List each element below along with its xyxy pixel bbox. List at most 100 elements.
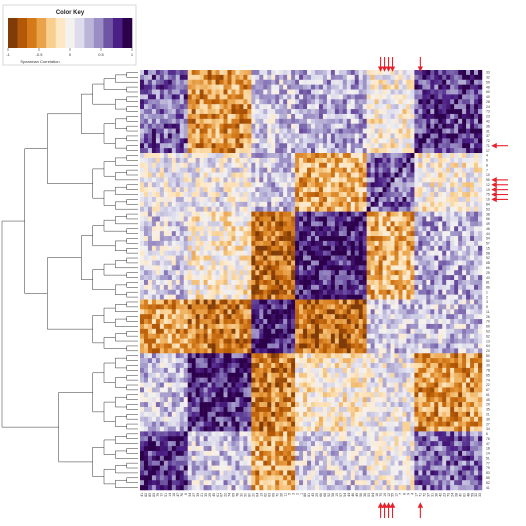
heatmap-cell (434, 289, 439, 295)
heatmap-cell (374, 231, 379, 237)
heatmap-cell (299, 192, 304, 198)
heatmap-cell (362, 177, 367, 183)
heatmap-cell (179, 177, 184, 183)
heatmap-cell (147, 153, 153, 159)
heatmap-cell (191, 74, 196, 81)
heatmap-cell (155, 231, 161, 237)
heatmap-cell (406, 323, 411, 330)
heatmap-cell (143, 245, 149, 251)
heatmap-cell (330, 323, 336, 330)
heatmap-cell (362, 138, 367, 144)
heatmap-cell (454, 294, 459, 300)
heatmap-cell (251, 309, 256, 315)
heatmap-cell (291, 187, 296, 193)
heatmap-cell (382, 99, 387, 105)
heatmap-cell (155, 162, 161, 168)
heatmap-cell (426, 74, 431, 81)
heatmap-cell (474, 265, 479, 271)
heatmap-cell (155, 123, 161, 129)
heatmap-cell (299, 182, 304, 188)
heatmap-cell (414, 280, 419, 286)
heatmap-cell (410, 323, 415, 330)
heatmap-cell (307, 153, 312, 159)
heatmap-cell (374, 143, 379, 149)
heatmap-cell (171, 294, 177, 300)
heatmap-cell (446, 323, 451, 330)
heatmap-cell (446, 74, 451, 81)
heatmap-cell (474, 255, 479, 261)
heatmap-cell (195, 284, 200, 291)
heatmap-cell (414, 265, 419, 271)
heatmap-cell (406, 284, 411, 291)
heatmap-cell (322, 104, 328, 110)
heatmap-cell (223, 299, 228, 305)
heatmap-cell (330, 270, 336, 276)
heatmap-cell (243, 182, 248, 188)
heatmap-cell (454, 255, 459, 261)
heatmap-cell (446, 314, 451, 320)
dendrogram-branch (126, 291, 138, 298)
heatmap-cell (390, 226, 395, 232)
heatmap-cell (386, 333, 391, 339)
heatmap-cell (199, 89, 204, 95)
heatmap-cell (243, 157, 248, 164)
heatmap-cell (259, 123, 264, 129)
heatmap-cell (454, 231, 459, 237)
heatmap-cell (346, 226, 352, 232)
heatmap-cell (334, 109, 340, 115)
heatmap-cell (219, 338, 224, 344)
heatmap-cell (386, 284, 391, 291)
heatmap-cell (450, 84, 455, 90)
heatmap-cell (446, 236, 451, 242)
heatmap-cell (334, 319, 340, 325)
heatmap-cell (195, 201, 200, 207)
heatmap-cell (402, 123, 407, 129)
heatmap-cell (247, 260, 252, 266)
heatmap-cell (322, 280, 328, 286)
heatmap-cell (215, 148, 220, 154)
heatmap-cell (374, 270, 379, 276)
heatmap-cell (307, 162, 312, 168)
heatmap-cell (402, 70, 407, 76)
heatmap-cell (171, 221, 177, 227)
heatmap-cell (195, 148, 200, 154)
heatmap-cell (374, 192, 379, 198)
heatmap-cell (314, 79, 320, 85)
heatmap-cell (422, 89, 427, 95)
heatmap-cell (414, 157, 419, 164)
heatmap-cell (151, 284, 157, 291)
heatmap-cell (438, 79, 443, 85)
heatmap-cell (271, 211, 276, 217)
heatmap-cell (199, 333, 204, 339)
heatmap-cell (362, 128, 367, 134)
heatmap-cell (287, 109, 292, 115)
heatmap-cell (263, 74, 268, 81)
heatmap-cell (474, 245, 479, 251)
heatmap-cell (215, 172, 220, 178)
heatmap-cell (366, 265, 371, 271)
heatmap-cell (426, 314, 431, 320)
heatmap-cell (434, 89, 439, 95)
heatmap-cell (275, 231, 280, 237)
dendrogram-branch (126, 228, 138, 234)
heatmap-cell (346, 250, 352, 256)
heatmap-cell (318, 265, 324, 271)
heatmap-cell (346, 270, 352, 276)
heatmap-cell (287, 148, 292, 154)
heatmap-cell (243, 177, 248, 183)
heatmap-cell (354, 196, 359, 203)
heatmap-cell (255, 255, 260, 261)
heatmap-cell (167, 172, 173, 178)
heatmap-cell (207, 275, 212, 281)
heatmap-cell (342, 221, 348, 227)
heatmap-cell (235, 172, 240, 178)
heatmap-cell (462, 240, 467, 247)
heatmap-cell (167, 84, 173, 90)
heatmap-cell (231, 118, 236, 124)
heatmap-cell (470, 118, 475, 124)
heatmap-cell (358, 221, 363, 227)
heatmap-cell (255, 113, 260, 120)
heatmap-cell (247, 294, 252, 300)
heatmap-cell (414, 133, 419, 139)
heatmap-cell (398, 206, 403, 212)
